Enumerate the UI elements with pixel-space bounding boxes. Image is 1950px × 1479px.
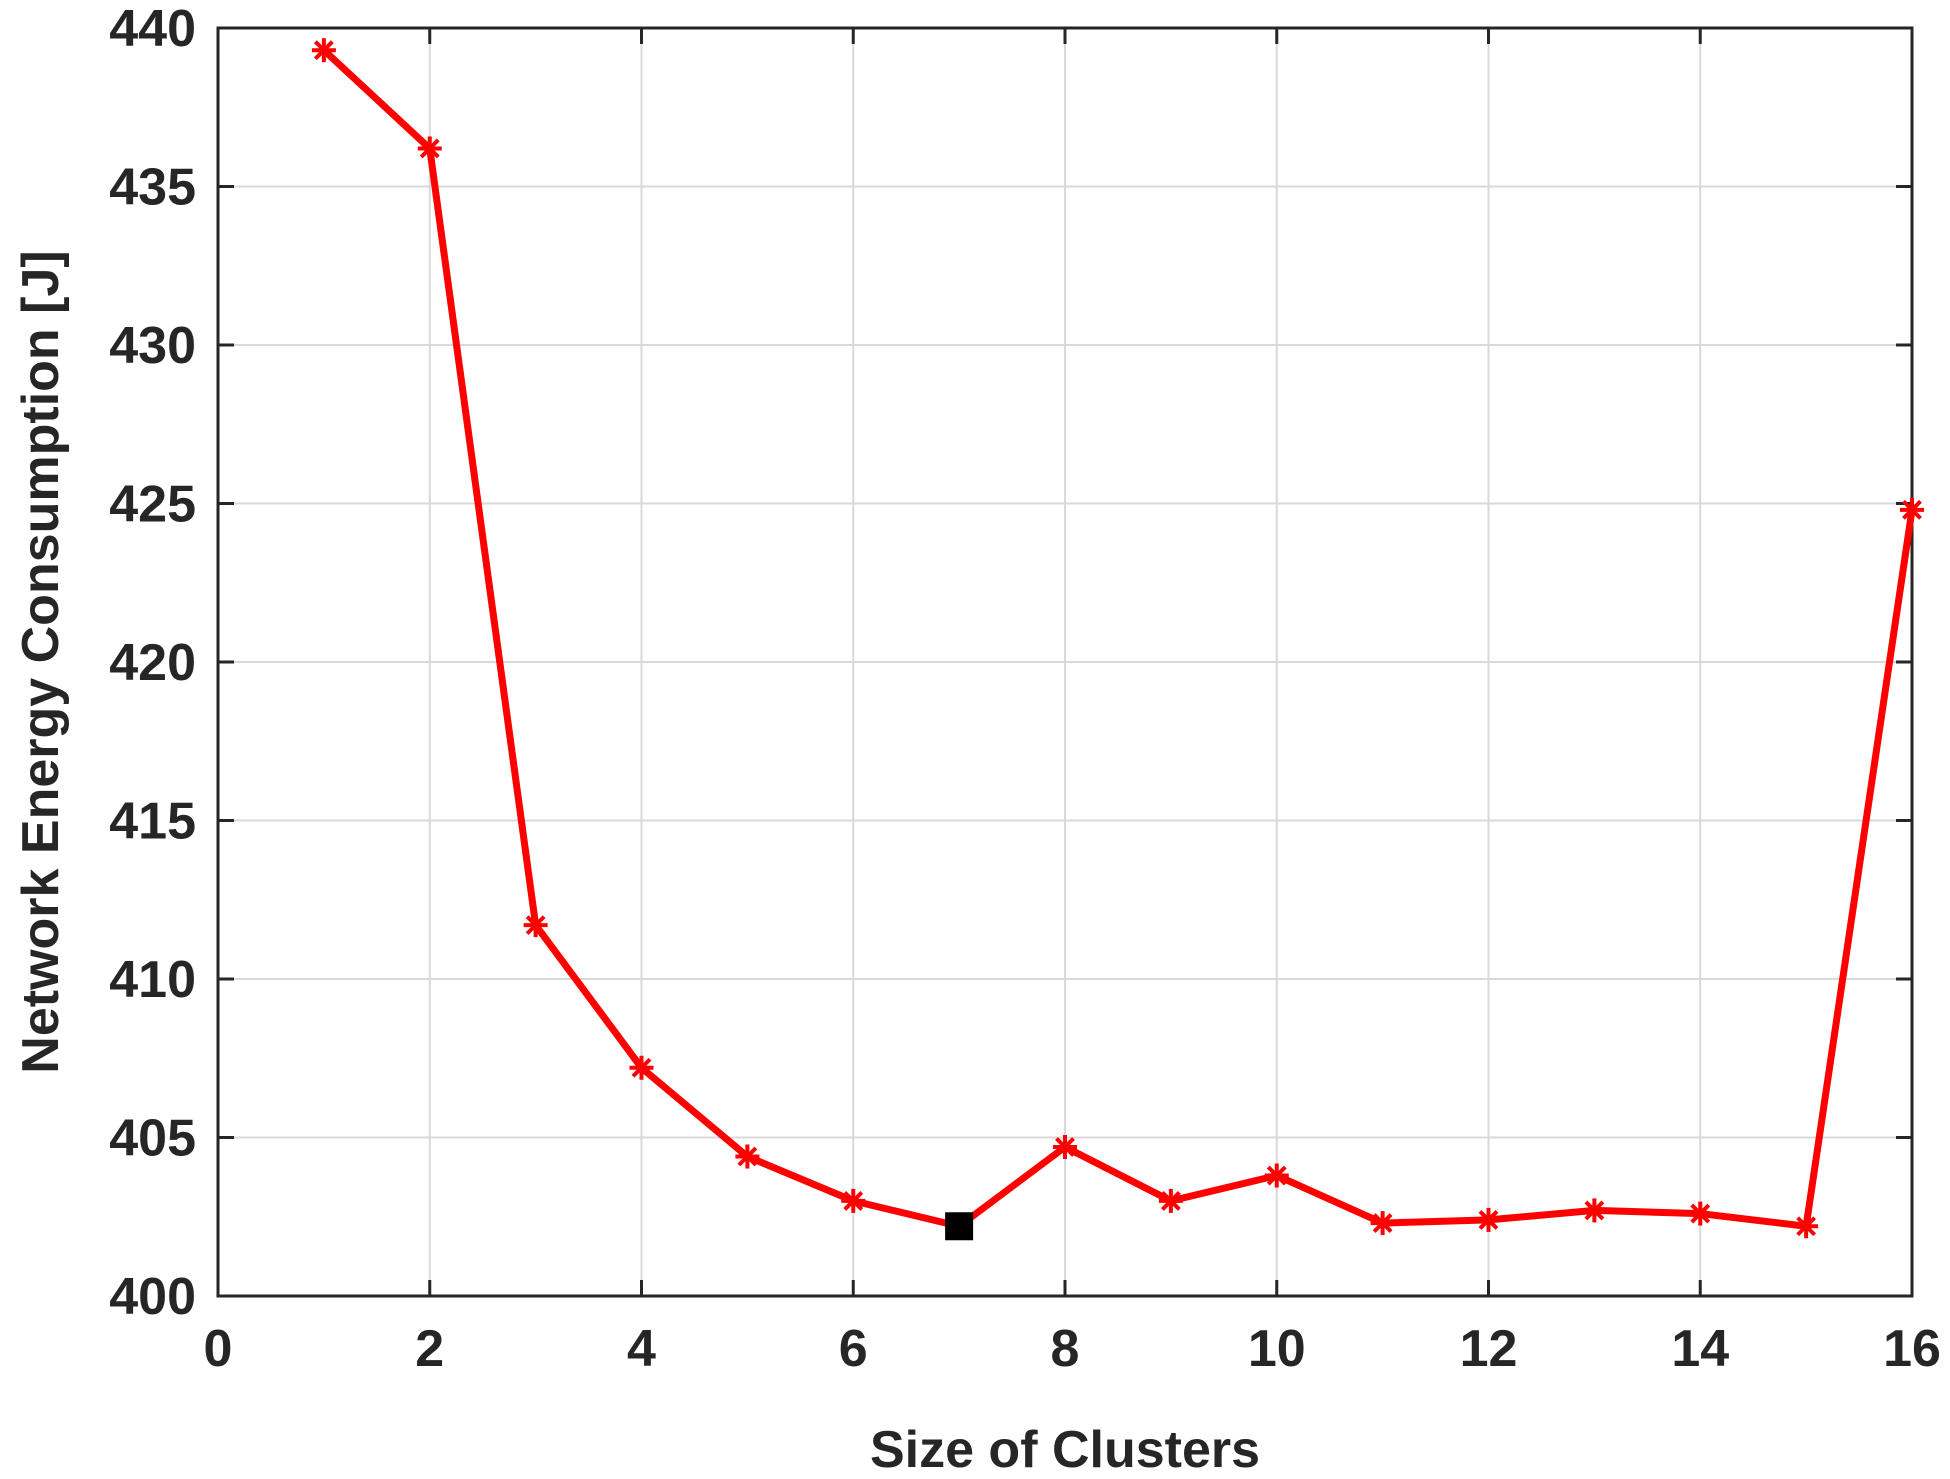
grid bbox=[218, 28, 1912, 1296]
data-point bbox=[1264, 1163, 1289, 1188]
y-tick-label: 440 bbox=[109, 0, 196, 58]
data-point bbox=[1158, 1188, 1183, 1213]
marker-stroke bbox=[631, 1057, 652, 1078]
data-point bbox=[1794, 1214, 1819, 1239]
y-axis-tick-labels: 400 405 410 415 420 425 430 435 440 bbox=[109, 0, 196, 1326]
data-point bbox=[1688, 1201, 1713, 1226]
x-tick-label: 2 bbox=[415, 1320, 444, 1378]
data-point bbox=[1900, 497, 1924, 522]
data-point bbox=[841, 1188, 866, 1213]
data-point bbox=[417, 136, 442, 161]
y-tick-label: 415 bbox=[109, 793, 196, 851]
marker-stroke bbox=[1266, 1165, 1287, 1186]
y-tick-label: 400 bbox=[109, 1268, 196, 1326]
x-tick-label: 12 bbox=[1460, 1320, 1518, 1378]
data-point bbox=[311, 38, 336, 63]
y-tick-label: 435 bbox=[109, 159, 196, 217]
x-tick-label: 0 bbox=[204, 1320, 233, 1378]
x-tick-label: 6 bbox=[839, 1320, 868, 1378]
highlight-marker bbox=[945, 1212, 974, 1241]
marker-stroke bbox=[843, 1190, 864, 1211]
x-tick-label: 4 bbox=[627, 1320, 656, 1378]
marker-stroke bbox=[1478, 1210, 1499, 1230]
y-tick-label: 430 bbox=[109, 317, 196, 375]
data-point bbox=[523, 913, 548, 938]
x-tick-label: 16 bbox=[1883, 1320, 1941, 1378]
y-tick-label: 405 bbox=[109, 1110, 196, 1168]
y-tick-label: 420 bbox=[109, 634, 196, 692]
marker-stroke bbox=[419, 138, 440, 159]
data-point bbox=[629, 1055, 654, 1080]
x-axis-label: Size of Clusters bbox=[870, 1421, 1260, 1479]
marker-stroke bbox=[1796, 1216, 1817, 1237]
marker-stroke bbox=[1690, 1203, 1711, 1224]
marker-stroke bbox=[1584, 1200, 1605, 1221]
marker-stroke bbox=[737, 1146, 758, 1167]
series-layer bbox=[311, 38, 1924, 1241]
marker-stroke bbox=[1372, 1213, 1393, 1234]
data-point bbox=[1582, 1198, 1607, 1223]
y-tick-label: 410 bbox=[109, 951, 196, 1009]
series-line bbox=[321, 47, 1916, 1230]
data-point bbox=[1476, 1207, 1501, 1232]
y-axis-label: Network Energy Consumption [J] bbox=[12, 250, 70, 1073]
data-point bbox=[1370, 1211, 1395, 1236]
marker-stroke bbox=[1160, 1190, 1181, 1211]
x-tick-label: 8 bbox=[1051, 1320, 1080, 1378]
data-point bbox=[735, 1144, 760, 1169]
x-axis-tick-labels: 0 2 4 6 8 10 12 14 16 bbox=[204, 1320, 1941, 1378]
marker-stroke bbox=[525, 915, 546, 936]
marker-stroke bbox=[1055, 1137, 1075, 1157]
marker-stroke bbox=[313, 40, 334, 61]
marker-stroke bbox=[1902, 499, 1922, 520]
data-point bbox=[1053, 1135, 1077, 1160]
x-tick-label: 10 bbox=[1248, 1320, 1306, 1378]
x-tick-label: 14 bbox=[1671, 1320, 1729, 1378]
y-tick-label: 425 bbox=[109, 476, 196, 534]
